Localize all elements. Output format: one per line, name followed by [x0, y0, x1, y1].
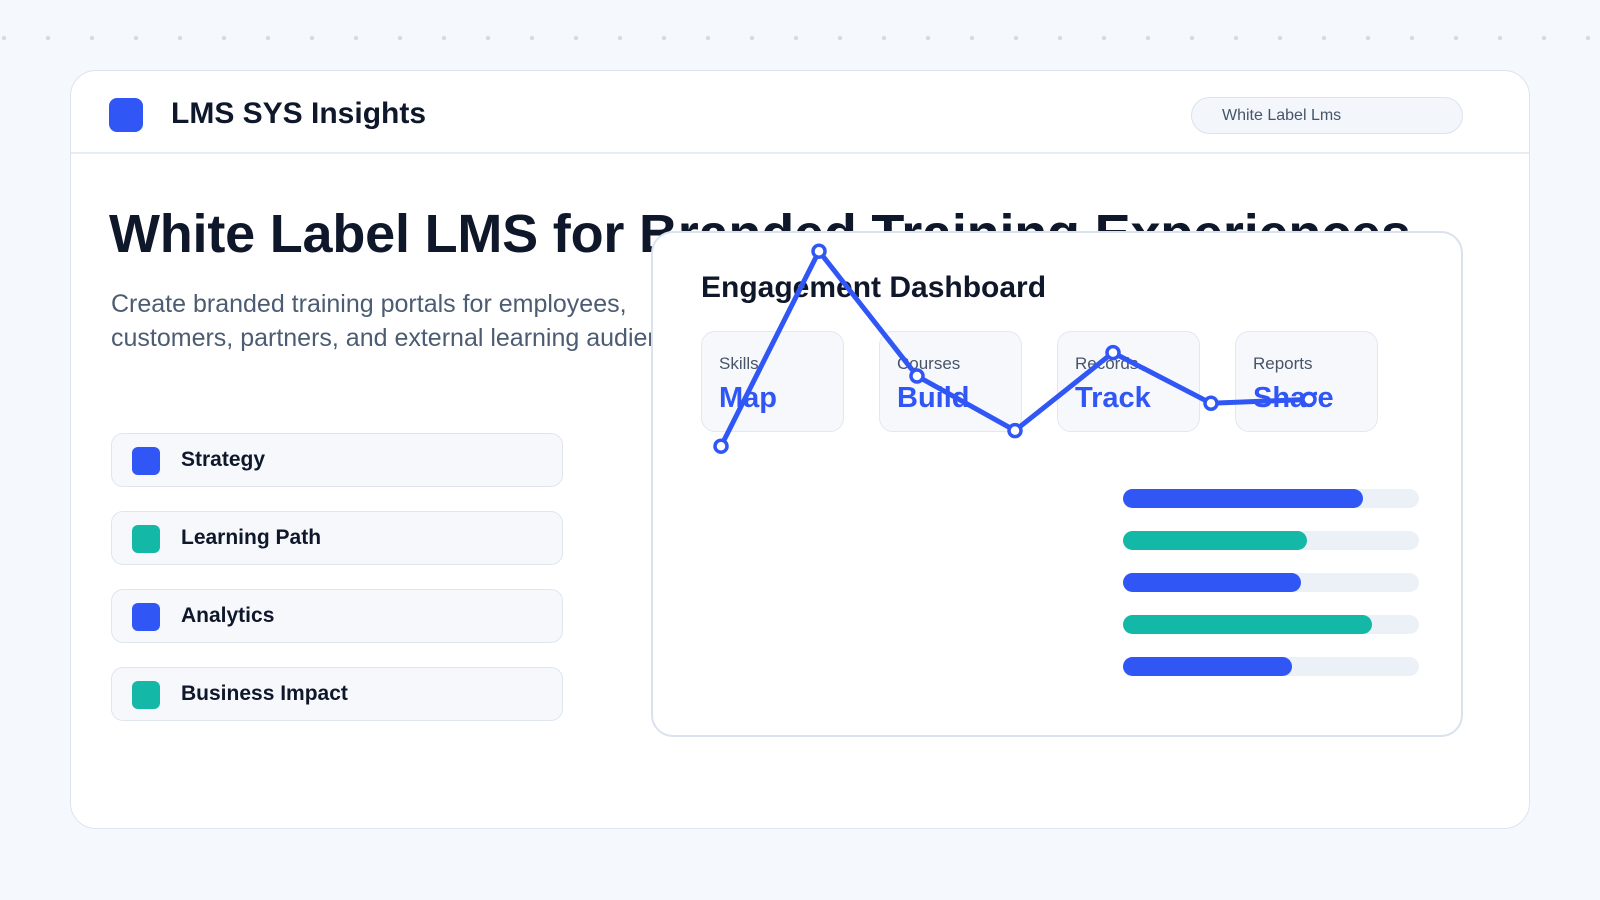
decorative-dot	[1101, 35, 1107, 41]
progress-bar-1-fill	[1123, 489, 1363, 508]
decorative-dot	[1541, 35, 1547, 41]
decorative-dot	[1013, 35, 1019, 41]
data-point-4	[1007, 422, 1023, 439]
feature-item-learning-path[interactable]: Learning Path	[111, 511, 563, 565]
decorative-dot	[133, 35, 139, 41]
stat-card-courses[interactable]: Courses Build	[879, 331, 1022, 432]
engagement-line-chart	[713, 243, 1317, 454]
decorative-dot	[397, 35, 403, 41]
decorative-dot	[1409, 35, 1415, 41]
decorative-dot	[925, 35, 931, 41]
stat-value: Track	[1075, 382, 1151, 414]
stat-card-records[interactable]: Records Track	[1057, 331, 1200, 432]
decorative-dot	[45, 35, 51, 41]
feature-label: Analytics	[181, 604, 275, 627]
category-tag[interactable]: White Label Lms	[1191, 97, 1463, 134]
decorative-dot	[441, 35, 447, 41]
brand-name: LMS SYS Insights	[171, 97, 427, 130]
progress-bar-5	[1123, 657, 1419, 676]
progress-bar-1	[1123, 489, 1419, 508]
stat-card-reports[interactable]: Reports Share	[1235, 331, 1378, 432]
progress-bar-3	[1123, 573, 1419, 592]
data-point-5	[1105, 344, 1121, 361]
feature-label: Business Impact	[181, 682, 348, 705]
dashboard-title: Engagement Dashboard	[701, 271, 1047, 304]
decorative-dot	[837, 35, 843, 41]
decorative-dot	[1145, 35, 1151, 41]
decorative-dot	[749, 35, 755, 41]
main-card: LMS SYS Insights White Label Lms White L…	[70, 70, 1530, 829]
decorative-dot	[529, 35, 535, 41]
brand-logo-icon	[109, 98, 143, 132]
decorative-dot	[1057, 35, 1063, 41]
data-point-2	[811, 243, 827, 259]
decorative-dot	[265, 35, 271, 41]
decorative-dot-row	[1, 35, 1591, 41]
feature-item-analytics[interactable]: Analytics	[111, 589, 563, 643]
decorative-dot	[177, 35, 183, 41]
data-point-6	[1203, 395, 1219, 412]
progress-bar-2	[1123, 531, 1419, 550]
decorative-dot	[1321, 35, 1327, 41]
progress-bar-3-fill	[1123, 573, 1301, 592]
business-impact-icon	[132, 681, 160, 709]
decorative-dot	[1585, 35, 1591, 41]
decorative-dot	[969, 35, 975, 41]
progress-bar-4	[1123, 615, 1419, 634]
learning-path-icon	[132, 525, 160, 553]
progress-bar-2-fill	[1123, 531, 1307, 550]
data-point-3	[909, 368, 925, 384]
decorative-dot	[353, 35, 359, 41]
decorative-dot	[881, 35, 887, 41]
feature-item-strategy[interactable]: Strategy	[111, 433, 563, 487]
progress-bar-4-fill	[1123, 615, 1372, 634]
series-line	[718, 248, 1312, 449]
decorative-dot	[1365, 35, 1371, 41]
decorative-dot	[661, 35, 667, 41]
decorative-dot	[485, 35, 491, 41]
data-point-7	[1301, 391, 1317, 408]
feature-label: Learning Path	[181, 526, 322, 549]
strategy-icon	[132, 447, 160, 475]
feature-item-business-impact[interactable]: Business Impact	[111, 667, 563, 721]
page-subtitle: Create branded training portals for empl…	[111, 290, 708, 352]
feature-label: Strategy	[181, 448, 266, 471]
data-point-1	[713, 438, 729, 454]
stat-key: Reports	[1253, 354, 1313, 373]
decorative-dot	[89, 35, 95, 41]
analytics-icon	[132, 603, 160, 631]
top-bar: LMS SYS Insights White Label Lms	[71, 71, 1529, 154]
engagement-dashboard-panel: Engagement Dashboard Skills Map Courses …	[651, 231, 1463, 737]
decorative-dot	[1453, 35, 1459, 41]
decorative-dot	[309, 35, 315, 41]
progress-bar-5-fill	[1123, 657, 1292, 676]
decorative-dot	[1233, 35, 1239, 41]
decorative-dot	[793, 35, 799, 41]
decorative-dot	[1, 35, 7, 41]
decorative-dot	[705, 35, 711, 41]
stat-key: Skills	[719, 354, 759, 373]
decorative-dot	[617, 35, 623, 41]
decorative-dot	[221, 35, 227, 41]
decorative-dot	[1277, 35, 1283, 41]
decorative-dot	[1497, 35, 1503, 41]
decorative-dot	[1189, 35, 1195, 41]
decorative-dot	[573, 35, 579, 41]
